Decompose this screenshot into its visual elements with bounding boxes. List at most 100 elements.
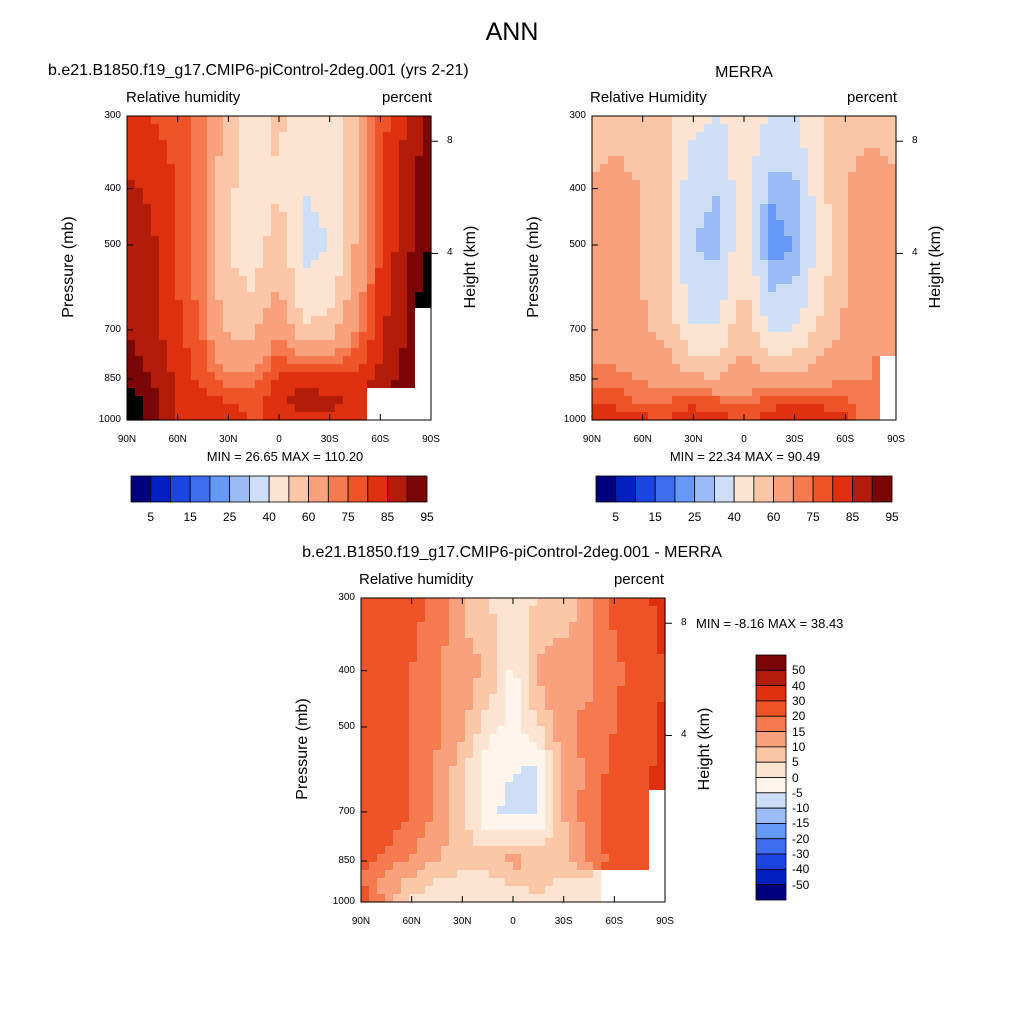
diff-cell (649, 782, 658, 791)
obs-cell (616, 220, 625, 229)
obs-colorbar-swatch (792, 475, 814, 503)
model-cell (247, 180, 256, 189)
model-cell (375, 164, 384, 173)
diff-cell (409, 630, 418, 639)
obs-cell (760, 228, 769, 237)
model-cell (239, 380, 248, 389)
model-cell (391, 124, 400, 133)
obs-cell (800, 412, 809, 421)
obs-cell (792, 228, 801, 237)
model-cell (359, 220, 368, 229)
diff-cell (457, 678, 466, 687)
obs-cell (848, 284, 857, 293)
obs-cell (632, 372, 641, 381)
model-cell (375, 372, 384, 381)
model-cell (199, 188, 208, 197)
model-cell (295, 380, 304, 389)
obs-cell (768, 172, 777, 181)
diff-cell (441, 726, 450, 735)
model-cell (223, 140, 232, 149)
diff-cell (521, 654, 530, 663)
obs-cell (816, 284, 825, 293)
diff-cell (553, 870, 562, 879)
obs-cell (728, 172, 737, 181)
diff-cell (465, 894, 474, 903)
model-cell (159, 228, 168, 237)
diff-cell (497, 758, 506, 767)
model-cell (303, 380, 312, 389)
obs-cell (736, 260, 745, 269)
diff-cell (385, 846, 394, 855)
model-cell (239, 324, 248, 333)
diff-cell (473, 646, 482, 655)
diff-cell (449, 878, 458, 887)
obs-cell (608, 268, 617, 277)
obs-cell (744, 188, 753, 197)
diff-cell (457, 822, 466, 831)
model-cell (159, 276, 168, 285)
diff-cell (521, 694, 530, 703)
model-cell (271, 236, 280, 245)
obs-cell (832, 196, 841, 205)
model-cell (319, 212, 328, 221)
model-cell (263, 212, 272, 221)
obs-cell (624, 164, 633, 173)
diff-cell (385, 750, 394, 759)
obs-cell (656, 340, 665, 349)
diff-cell (537, 886, 546, 895)
model-cell (319, 348, 328, 357)
obs-cell (864, 220, 873, 229)
model-cell (127, 412, 136, 421)
model-cell (295, 252, 304, 261)
model-cell (191, 204, 200, 213)
model-cell (423, 308, 432, 317)
obs-cell (808, 268, 817, 277)
diff-cell (473, 638, 482, 647)
model-cell (311, 372, 320, 381)
diff-cell (625, 694, 634, 703)
diff-cell (377, 646, 386, 655)
diff-cell (377, 814, 386, 823)
diff-cell (393, 614, 402, 623)
obs-cell (848, 356, 857, 365)
diff-colorbar-swatch (755, 868, 787, 886)
diff-cell (649, 854, 658, 863)
diff-cell (457, 750, 466, 759)
obs-cell (696, 276, 705, 285)
diff-cell (521, 718, 530, 727)
diff-cell (361, 678, 370, 687)
obs-cell (672, 372, 681, 381)
diff-cell (385, 638, 394, 647)
diff-cell (553, 734, 562, 743)
model-cell (415, 388, 424, 397)
obs-cell (608, 252, 617, 261)
obs-cell (720, 332, 729, 341)
obs-cell (664, 380, 673, 389)
model-cell (191, 388, 200, 397)
diff-cell (401, 822, 410, 831)
model-cell (327, 228, 336, 237)
model-cell (183, 348, 192, 357)
obs-cell (824, 276, 833, 285)
obs-cell (800, 164, 809, 173)
obs-cell (880, 148, 889, 157)
obs-cell (656, 140, 665, 149)
obs-cell (680, 276, 689, 285)
diff-cell (505, 606, 514, 615)
diff-cell (425, 646, 434, 655)
diff-cell (569, 654, 578, 663)
obs-cell (744, 220, 753, 229)
diff-cell (409, 766, 418, 775)
obs-cell (848, 188, 857, 197)
diff-cell (625, 782, 634, 791)
model-cell (407, 116, 416, 125)
model-cell (383, 276, 392, 285)
obs-cell (648, 252, 657, 261)
model-cell (423, 292, 432, 301)
model-cell (311, 364, 320, 373)
obs-cell (680, 300, 689, 309)
model-cell (215, 356, 224, 365)
model-cell (327, 308, 336, 317)
model-cell (183, 236, 192, 245)
diff-cell (625, 670, 634, 679)
